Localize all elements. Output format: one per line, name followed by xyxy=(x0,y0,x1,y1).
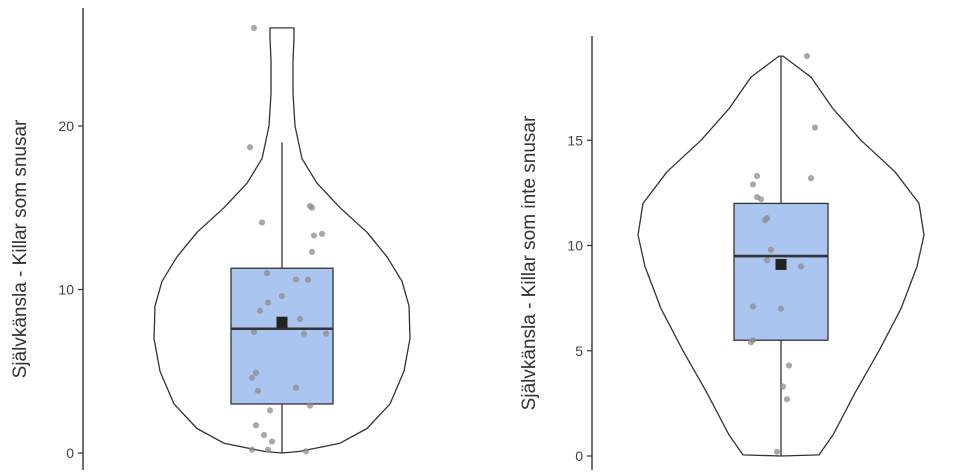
violin-outline xyxy=(153,27,411,454)
data-point xyxy=(767,246,775,253)
data-point xyxy=(258,219,266,226)
data-point xyxy=(807,175,815,182)
data-point xyxy=(761,217,769,224)
data-point xyxy=(803,52,811,60)
y-tick-label: 10 xyxy=(58,282,74,298)
y-tick-label: 0 xyxy=(575,448,583,464)
data-point xyxy=(322,330,330,337)
data-point xyxy=(264,446,272,453)
data-point xyxy=(292,276,300,283)
data-point xyxy=(749,181,757,188)
data-point xyxy=(248,446,256,453)
mean-marker xyxy=(775,258,787,270)
y-tick-label: 0 xyxy=(66,445,74,461)
box-iqr xyxy=(230,267,334,405)
data-point xyxy=(268,438,276,445)
chart-panel-inte-snusar: 0 5 10 15 Självkänsla - Killar som inte snus… xyxy=(519,36,925,470)
y-tick-label: 20 xyxy=(58,118,74,134)
data-point xyxy=(246,144,254,151)
box-iqr xyxy=(733,202,829,341)
y-axis-title: Självkänsla - Killar som inte snusar xyxy=(519,115,540,410)
data-point xyxy=(296,315,304,323)
data-point xyxy=(250,24,258,31)
data-point xyxy=(260,431,268,439)
data-point xyxy=(304,276,312,283)
data-point xyxy=(811,124,819,131)
data-point xyxy=(252,369,260,376)
data-point xyxy=(747,339,755,346)
y-tick-label: 10 xyxy=(567,238,583,254)
data-point xyxy=(264,299,272,306)
data-point xyxy=(783,396,791,403)
data-point xyxy=(254,387,262,394)
data-point xyxy=(306,402,314,409)
data-point xyxy=(308,248,316,255)
data-point xyxy=(310,232,318,239)
data-point xyxy=(318,230,326,238)
data-point xyxy=(308,204,316,211)
data-point xyxy=(252,422,260,429)
data-point xyxy=(785,362,793,369)
data-point xyxy=(292,384,300,391)
data-point xyxy=(302,448,310,455)
data-point xyxy=(753,172,761,180)
data-point xyxy=(256,307,264,314)
mean-marker xyxy=(276,316,288,328)
data-point xyxy=(777,305,785,312)
data-point xyxy=(797,263,805,270)
data-point xyxy=(763,257,771,264)
data-point xyxy=(749,303,757,310)
data-point xyxy=(300,330,308,337)
data-point xyxy=(278,292,286,300)
y-tick-label: 5 xyxy=(575,343,583,359)
data-point xyxy=(757,196,765,203)
y-tick-label: 15 xyxy=(567,132,583,148)
data-point xyxy=(248,374,256,381)
chart-panel-snusar: 0 10 20 Självkänsla - Killar som snusar xyxy=(10,8,411,470)
data-point xyxy=(773,448,781,455)
data-point xyxy=(250,328,258,336)
data-point xyxy=(266,407,274,414)
data-point xyxy=(779,383,787,390)
y-axis-title: Självkänsla - Killar som snusar xyxy=(10,119,31,378)
data-point xyxy=(263,270,271,277)
